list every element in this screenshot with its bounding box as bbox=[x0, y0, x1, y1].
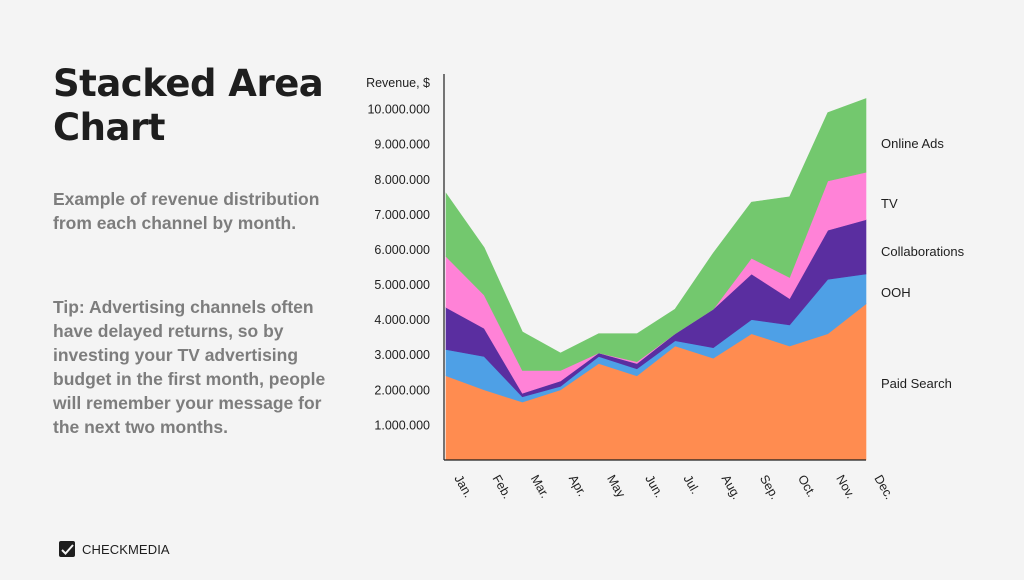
page-title: Stacked Area Chart bbox=[53, 62, 324, 149]
series-labels: Paid Search OOH Collaborations TV Online Ads bbox=[881, 136, 965, 391]
y-tick-label: 9.000.000 bbox=[374, 138, 430, 152]
x-tick-label: May bbox=[604, 473, 628, 501]
x-tick-label: Jan. bbox=[451, 473, 475, 500]
x-tick-label: Sep. bbox=[757, 473, 782, 502]
x-tick-label: Dec. bbox=[871, 473, 896, 502]
page-tip: Tip: Advertising channels often have del… bbox=[53, 297, 326, 437]
x-tick-label: Mar. bbox=[528, 473, 552, 501]
chart-areas bbox=[445, 98, 867, 461]
area-online-ads bbox=[445, 98, 867, 371]
x-tick-label: Jun. bbox=[642, 473, 666, 500]
x-tick-labels: Jan. Feb. Mar. Apr. May Jun. Jul. Aug. Sep. Oct. N… bbox=[451, 473, 896, 502]
y-tick-label: 1.000.000 bbox=[374, 418, 430, 432]
y-tick-label: 10.000.000 bbox=[367, 103, 430, 117]
y-tick-label: 8.000.000 bbox=[374, 173, 430, 187]
x-tick-label: Aug. bbox=[719, 473, 744, 502]
brand: CHECKMEDIA bbox=[58, 539, 170, 559]
x-tick-label: Oct. bbox=[795, 473, 819, 500]
y-tick-label: 2.000.000 bbox=[374, 383, 430, 397]
y-tick-label: 6.000.000 bbox=[374, 243, 430, 257]
x-tick-label: Nov. bbox=[833, 473, 858, 501]
chart-axes bbox=[443, 74, 866, 461]
series-label-tv: TV bbox=[881, 196, 898, 211]
y-tick-label: 5.000.000 bbox=[374, 278, 430, 292]
page-description: Example of revenue distribution from eac… bbox=[53, 189, 320, 233]
checkmark-logo-icon bbox=[59, 541, 75, 557]
x-tick-label: Feb. bbox=[490, 473, 515, 502]
y-axis-title: Revenue, $ bbox=[366, 76, 430, 90]
series-label-online-ads: Online Ads bbox=[881, 136, 944, 151]
y-tick-label: 7.000.000 bbox=[374, 208, 430, 222]
series-label-paid-search: Paid Search bbox=[881, 376, 952, 391]
series-label-collaborations: Collaborations bbox=[881, 244, 965, 259]
brand-name: CHECKMEDIA bbox=[82, 541, 170, 557]
y-tick-label: 3.000.000 bbox=[374, 348, 430, 362]
y-tick-labels: 1.000.000 2.000.000 3.000.000 4.000.000 5.00… bbox=[367, 103, 430, 433]
y-tick-label: 4.000.000 bbox=[374, 313, 430, 327]
x-tick-label: Apr. bbox=[566, 473, 589, 499]
x-tick-label: Jul. bbox=[680, 473, 702, 497]
series-label-ooh: OOH bbox=[881, 285, 911, 300]
